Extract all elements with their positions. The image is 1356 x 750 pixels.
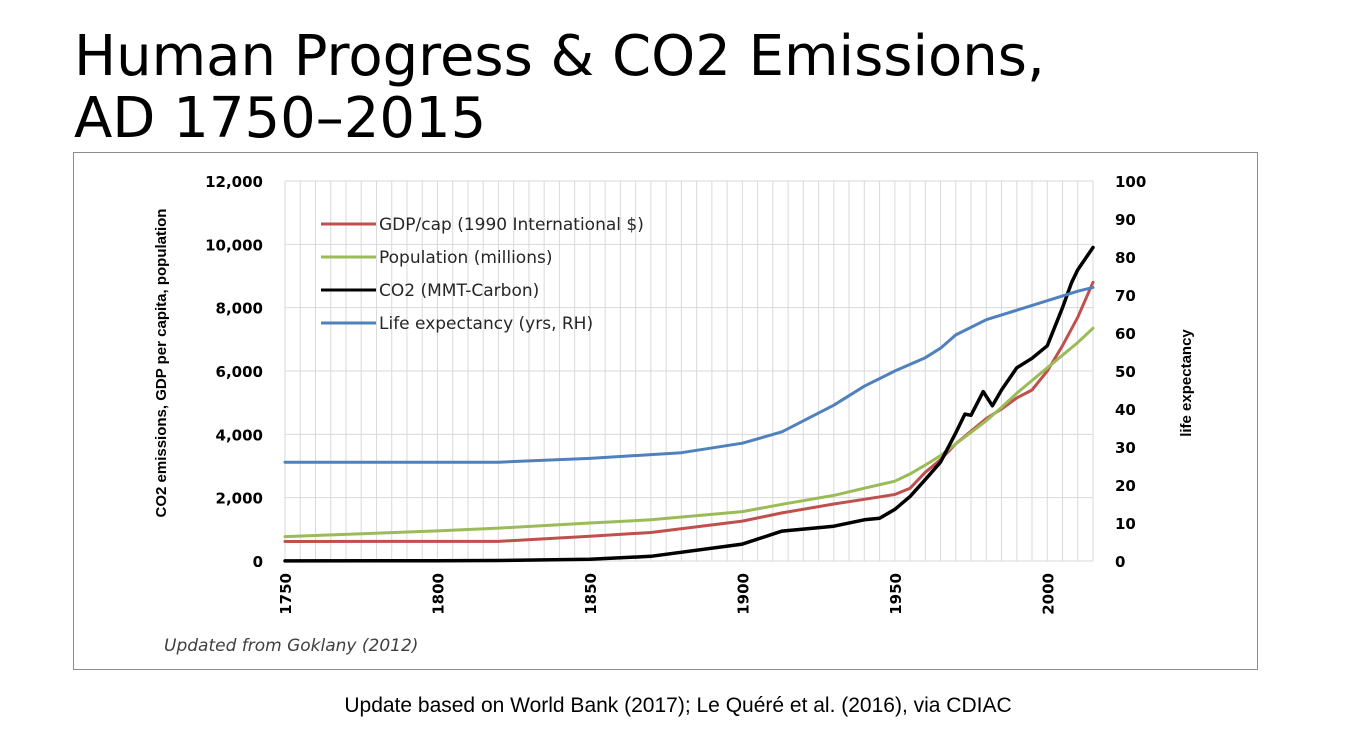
y2-tick-label: 50 xyxy=(1115,363,1136,381)
legend-label: Population (millions) xyxy=(379,248,552,268)
slide-title-line-2: AD 1750–2015 xyxy=(74,86,487,151)
y-tick-label: 6,000 xyxy=(216,363,263,381)
y2-tick-label: 20 xyxy=(1115,477,1136,495)
y-axis-title: CO2 emissions, GDP per capita, populatio… xyxy=(153,209,170,518)
legend-label: Life expectancy (yrs, RH) xyxy=(379,314,593,334)
x-tick-label: 1850 xyxy=(582,573,600,615)
legend-label: CO2 (MMT-Carbon) xyxy=(379,281,539,301)
legend: GDP/cap (1990 International $) Population… xyxy=(321,215,644,334)
grid xyxy=(284,180,1094,562)
y-tick-label: 2,000 xyxy=(216,490,263,508)
y2-tick-label: 0 xyxy=(1115,553,1125,571)
chart: 0 2,000 4,000 6,000 8,000 10,000 12,000 0 10 20 30… xyxy=(153,173,1195,656)
series-line-0 xyxy=(283,280,1095,543)
y2-tick-label: 30 xyxy=(1115,439,1136,457)
axes: 0 2,000 4,000 6,000 8,000 10,000 12,000 0 10 20 30… xyxy=(153,173,1195,615)
y2-tick-label: 60 xyxy=(1115,325,1136,343)
y2-tick-label: 40 xyxy=(1115,401,1136,419)
y2-axis-title: life expectancy xyxy=(1178,329,1195,437)
y-tick-label: 0 xyxy=(253,553,263,571)
y2-tick-label: 80 xyxy=(1115,249,1136,267)
series-line-1 xyxy=(283,326,1095,539)
slide-title: Human Progress & CO2 Emissions, AD 1750–… xyxy=(74,26,1274,150)
y-tick-label: 4,000 xyxy=(216,426,263,444)
x-tick-label: 1800 xyxy=(429,573,447,615)
series-lines xyxy=(283,245,1095,563)
y2-tick-label: 90 xyxy=(1115,211,1136,229)
y-tick-label: 8,000 xyxy=(216,300,263,318)
slide-title-line-1: Human Progress & CO2 Emissions, xyxy=(74,24,1045,89)
y2-tick-label: 10 xyxy=(1115,515,1136,533)
y-tick-label: 10,000 xyxy=(205,236,263,254)
x-tick-label: 1750 xyxy=(277,573,295,615)
x-tick-label: 2000 xyxy=(1039,573,1057,615)
x-tick-label: 1950 xyxy=(887,573,905,615)
source-note: Update based on World Bank (2017); Le Qu… xyxy=(344,694,1012,717)
chart-frame: 0 2,000 4,000 6,000 8,000 10,000 12,000 0 10 20 30… xyxy=(73,152,1258,670)
series-line-3 xyxy=(283,285,1095,464)
x-tick-label: 1900 xyxy=(734,573,752,615)
chart-annotation: Updated from Goklany (2012) xyxy=(164,636,418,656)
y2-tick-label: 70 xyxy=(1115,287,1136,305)
legend-label: GDP/cap (1990 International $) xyxy=(379,215,644,235)
y-tick-label: 12,000 xyxy=(205,173,263,191)
series-line-2 xyxy=(283,245,1095,563)
y2-tick-label: 100 xyxy=(1115,173,1146,191)
